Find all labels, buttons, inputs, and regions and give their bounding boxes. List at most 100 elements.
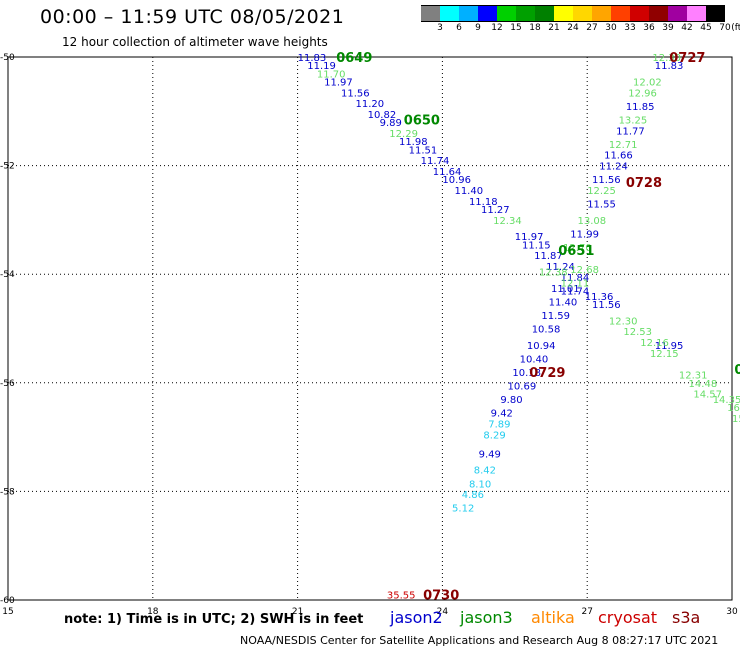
x-tick-label: 15: [2, 607, 13, 617]
color-swatch: [535, 5, 554, 22]
color-scale-label: 12: [491, 23, 503, 33]
wave-height-value: 9.49: [479, 449, 501, 460]
wave-height-value: 12.38: [539, 267, 568, 278]
wave-height-value: 11.66: [604, 151, 633, 162]
wave-height-value: 12.30: [652, 53, 681, 64]
pass-time-label: 0727: [669, 51, 705, 66]
wave-height-value: 8.42: [474, 466, 496, 477]
wave-height-value: 11.20: [356, 99, 385, 110]
color-scale-label: 45: [700, 23, 712, 33]
pass-time-label: 0729: [529, 366, 565, 381]
wave-height-value: 10.69: [508, 382, 537, 393]
color-scale-label: 21: [548, 23, 560, 33]
x-tick-label: 18: [147, 607, 159, 617]
color-scale-label: 27: [586, 23, 598, 33]
wave-height-value: 12.16: [640, 338, 669, 349]
wave-height-value: 10.94: [527, 341, 556, 352]
y-tick-label: -60: [0, 596, 15, 606]
color-scale-label: 24: [567, 23, 579, 33]
color-swatch: [440, 5, 459, 22]
color-scale-label: 30: [605, 23, 617, 33]
wave-height-value: 11.99: [570, 229, 599, 240]
x-tick-label: 21: [292, 607, 303, 617]
color-swatch: [649, 5, 668, 22]
wave-height-value: 11.98: [399, 137, 428, 148]
wave-height-value: 16.12: [727, 403, 740, 414]
y-tick-label: -52: [0, 162, 15, 172]
wave-height-value: 12.71: [609, 140, 638, 151]
legend-item-jason2: jason2: [390, 608, 443, 627]
wave-height-value: 12.96: [628, 88, 657, 99]
wave-height-value: 11.74: [561, 286, 590, 297]
pass-time-label: 0728: [626, 176, 662, 191]
color-scale-label: 9: [475, 23, 481, 33]
pass-time-label: 0649: [336, 51, 372, 66]
y-tick-label: -54: [0, 270, 15, 280]
wave-height-value: 11.27: [481, 205, 510, 216]
wave-height-value: 10.96: [442, 175, 471, 186]
color-scale-label: 33: [624, 23, 636, 33]
wave-height-value: 12.11: [561, 278, 590, 289]
wave-height-value: 12.15: [650, 349, 679, 360]
color-scale-label: 3: [437, 23, 443, 33]
wave-height-value: 10.40: [520, 354, 549, 365]
legend-item-altika: altika: [531, 608, 575, 627]
wave-height-value: 4.86: [462, 490, 484, 501]
wave-height-value: 13.25: [619, 115, 648, 126]
wave-height-value: 12.34: [493, 216, 522, 227]
wave-height-value: 11.56: [341, 88, 370, 99]
wave-height-value: 12.30: [609, 316, 638, 327]
wave-height-value: 12.70: [563, 243, 592, 254]
wave-height-value: 11.56: [592, 300, 621, 311]
wave-height-value: 14.48: [689, 379, 718, 390]
color-scale-label: 36: [643, 23, 655, 33]
wave-height-value: 10.82: [368, 110, 397, 121]
wave-height-value: 11.70: [317, 69, 346, 80]
wave-height-value: 7.89: [488, 420, 510, 431]
color-swatch: [497, 5, 516, 22]
pass-time-label: 06: [734, 363, 740, 378]
plot-frame: [7, 56, 733, 601]
y-tick-label: -50: [0, 53, 15, 63]
wave-height-value: 11.01: [551, 284, 580, 295]
color-swatch: [554, 5, 573, 22]
footer-credit: NOAA/NESDIS Center for Satellite Applica…: [240, 634, 719, 647]
wave-height-value: 12.29: [389, 129, 418, 140]
wave-height-value: 11.56: [592, 175, 621, 186]
wave-height-value: 11.24: [546, 262, 575, 273]
wave-height-value: 11.64: [433, 167, 462, 178]
wave-height-value: 11.74: [421, 156, 450, 167]
wave-height-value: 11.55: [587, 200, 616, 211]
wave-height-value: 9.80: [500, 395, 522, 406]
wave-height-value: 11.83: [655, 61, 684, 72]
pass-time-label: 0651: [558, 244, 594, 259]
wave-height-value: 9.89: [380, 118, 402, 129]
wave-height-value: 12.53: [623, 327, 652, 338]
wave-height-value: 11.18: [469, 197, 498, 208]
color-swatch: [630, 5, 649, 22]
wave-height-value: 11.87: [534, 251, 563, 262]
color-scale-label: 15: [510, 23, 522, 33]
wave-height-value: 12.31: [679, 371, 708, 382]
wave-height-value: 8.29: [483, 430, 505, 441]
wave-height-value: 35.55: [387, 591, 416, 602]
x-tick-label: 24: [437, 607, 449, 617]
pass-time-label: 0730: [423, 589, 459, 604]
color-scale-label: 39: [662, 23, 674, 33]
wave-height-value: 14.57: [693, 390, 722, 401]
wave-height-value: 12.02: [633, 77, 662, 88]
legend-item-cryosat: cryosat: [598, 608, 658, 627]
y-tick-label: -58: [0, 487, 15, 497]
color-swatch: [611, 5, 630, 22]
color-swatch: [668, 5, 687, 22]
wave-height-value: 10.18: [512, 368, 541, 379]
legend-item-jason3: jason3: [460, 608, 513, 627]
wave-height-value: 11.24: [599, 162, 628, 173]
color-swatch: [687, 5, 706, 22]
color-scale-label: 18: [529, 23, 541, 33]
wave-height-value: 11.40: [549, 297, 578, 308]
wave-height-value: 13.08: [578, 216, 607, 227]
wave-height-value: 5.12: [452, 504, 474, 515]
wave-height-value: 11.36: [585, 292, 614, 303]
wave-height-value: 11.59: [541, 311, 570, 322]
